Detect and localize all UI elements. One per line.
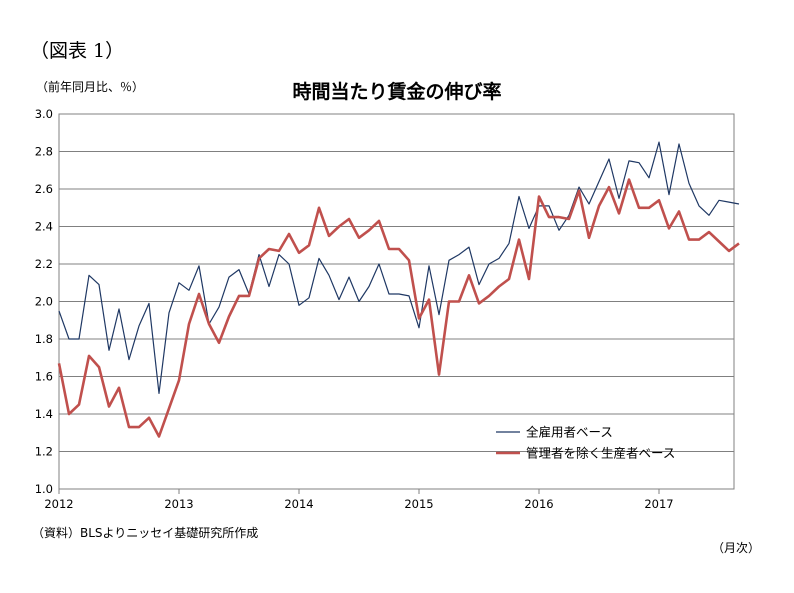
y-tick-label: 1.6 xyxy=(35,370,53,384)
y-tick-label: 1.8 xyxy=(35,332,53,346)
month-label: （月次） xyxy=(711,541,760,555)
y-tick-label: 1.2 xyxy=(35,445,53,459)
source-note: （資料）BLSよりニッセイ基礎研究所作成 xyxy=(32,526,259,540)
x-tick-label: 2016 xyxy=(524,497,553,511)
legend-label: 全雇用者ベース xyxy=(526,425,613,440)
series-line-production-workers xyxy=(57,178,740,438)
y-tick-label: 3.0 xyxy=(35,107,53,121)
x-tick-label: 2014 xyxy=(284,497,313,511)
y-tick-label: 2.8 xyxy=(35,145,53,159)
unit-label: （前年同月比、％） xyxy=(36,80,145,94)
y-tick-label: 1.0 xyxy=(35,482,53,496)
y-tick-label: 2.4 xyxy=(35,220,53,234)
y-tick-label: 2.2 xyxy=(35,257,53,271)
series-lines xyxy=(57,141,740,438)
x-tick-label: 2013 xyxy=(164,497,193,511)
y-axis-tick-labels: 3.0 2.8 2.6 2.4 2.2 2.0 1.8 1.6 1.4 1.2 1.0 xyxy=(35,107,53,496)
x-tick-label: 2017 xyxy=(644,497,673,511)
series-line-all-employees xyxy=(58,141,740,394)
x-tick-label: 2012 xyxy=(44,497,73,511)
y-tick-label: 2.0 xyxy=(35,295,53,309)
x-tick-label: 2015 xyxy=(404,497,433,511)
legend-label: 管理者を除く生産者ベース xyxy=(526,446,675,461)
figure-label: （図表 1） xyxy=(30,40,125,62)
chart-title: 時間当たり賃金の伸び率 xyxy=(292,81,502,103)
gridlines xyxy=(58,113,735,494)
x-axis-tick-labels: 2012 2013 2014 2015 2016 2017 xyxy=(44,497,673,511)
y-tick-label: 2.6 xyxy=(35,182,53,196)
y-tick-label: 1.4 xyxy=(35,407,53,421)
